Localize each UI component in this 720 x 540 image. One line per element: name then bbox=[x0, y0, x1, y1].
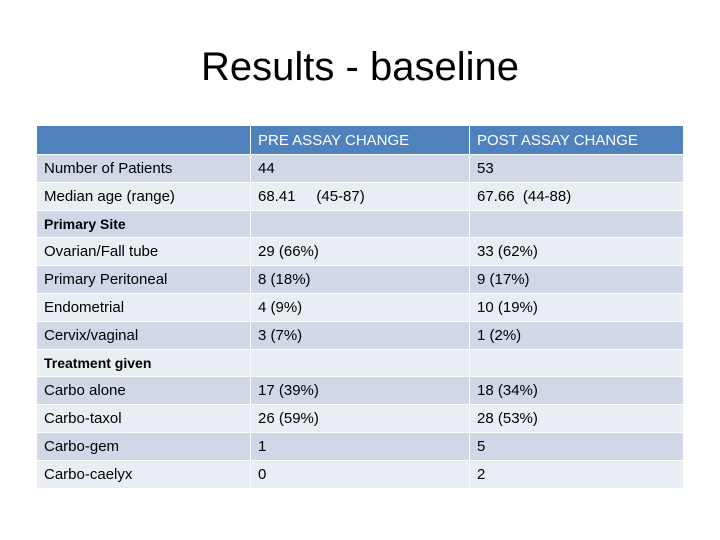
row-pre-value: 8 (18%) bbox=[250, 265, 470, 294]
row-post-value: 9 (17%) bbox=[469, 265, 684, 294]
row-post-value: 5 bbox=[469, 432, 684, 461]
row-label: Endometrial bbox=[36, 293, 251, 322]
table-header-row: PRE ASSAY CHANGE POST ASSAY CHANGE bbox=[36, 125, 684, 155]
row-pre-value: 29 (66%) bbox=[250, 237, 470, 266]
row-pre-value: 4 (9%) bbox=[250, 293, 470, 322]
row-pre-value: 1 bbox=[250, 432, 470, 461]
row-pre-value: 44 bbox=[250, 154, 470, 183]
header-cell-pre: PRE ASSAY CHANGE bbox=[250, 125, 470, 155]
table-row: Endometrial 4 (9%) 10 (19%) bbox=[36, 293, 684, 322]
row-label: Carbo-caelyx bbox=[36, 460, 251, 489]
row-post-value: 53 bbox=[469, 154, 684, 183]
slide-title: Results - baseline bbox=[201, 45, 519, 89]
row-label: Carbo-gem bbox=[36, 432, 251, 461]
row-label: Median age (range) bbox=[36, 182, 251, 211]
row-pre-value: 17 (39%) bbox=[250, 376, 470, 405]
row-label: Cervix/vaginal bbox=[36, 321, 251, 350]
section-label: Treatment given bbox=[36, 349, 251, 377]
table-row: Ovarian/Fall tube 29 (66%) 33 (62%) bbox=[36, 237, 684, 266]
row-post-value: 10 (19%) bbox=[469, 293, 684, 322]
row-label: Number of Patients bbox=[36, 154, 251, 183]
row-post-value: 1 (2%) bbox=[469, 321, 684, 350]
row-label: Carbo-taxol bbox=[36, 404, 251, 433]
row-post-value: 67.66 (44-88) bbox=[469, 182, 684, 211]
empty-cell bbox=[469, 210, 684, 238]
row-post-value: 18 (34%) bbox=[469, 376, 684, 405]
header-cell-label bbox=[36, 125, 251, 155]
empty-cell bbox=[469, 349, 684, 377]
row-post-value: 2 bbox=[469, 460, 684, 489]
table-row: Primary Peritoneal 8 (18%) 9 (17%) bbox=[36, 265, 684, 294]
table-row: Carbo-caelyx 0 2 bbox=[36, 460, 684, 489]
row-label: Primary Peritoneal bbox=[36, 265, 251, 294]
table-row: Cervix/vaginal 3 (7%) 1 (2%) bbox=[36, 321, 684, 350]
row-pre-value: 0 bbox=[250, 460, 470, 489]
table-row: Median age (range) 68.41 (45-87) 67.66 (… bbox=[36, 182, 684, 211]
results-table: PRE ASSAY CHANGE POST ASSAY CHANGE Numbe… bbox=[36, 125, 684, 489]
header-cell-post: POST ASSAY CHANGE bbox=[469, 125, 684, 155]
table-row: Carbo-gem 1 5 bbox=[36, 432, 684, 461]
row-pre-value: 3 (7%) bbox=[250, 321, 470, 350]
table-row: Number of Patients 44 53 bbox=[36, 154, 684, 183]
section-row: Primary Site bbox=[36, 210, 684, 238]
section-label: Primary Site bbox=[36, 210, 251, 238]
row-pre-value: 68.41 (45-87) bbox=[250, 182, 470, 211]
empty-cell bbox=[250, 210, 470, 238]
row-post-value: 33 (62%) bbox=[469, 237, 684, 266]
row-post-value: 28 (53%) bbox=[469, 404, 684, 433]
row-pre-value: 26 (59%) bbox=[250, 404, 470, 433]
row-label: Carbo alone bbox=[36, 376, 251, 405]
section-row: Treatment given bbox=[36, 349, 684, 377]
row-label: Ovarian/Fall tube bbox=[36, 237, 251, 266]
empty-cell bbox=[250, 349, 470, 377]
table-row: Carbo alone 17 (39%) 18 (34%) bbox=[36, 376, 684, 405]
table-row: Carbo-taxol 26 (59%) 28 (53%) bbox=[36, 404, 684, 433]
